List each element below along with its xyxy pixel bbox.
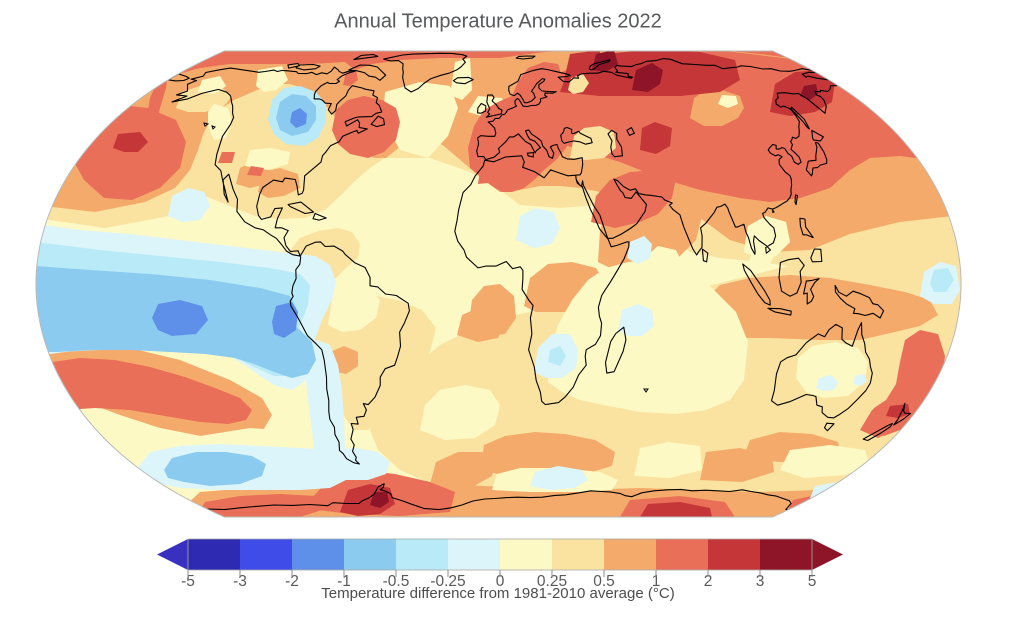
svg-text:-0.5: -0.5 — [383, 573, 410, 590]
svg-text:1: 1 — [652, 573, 661, 590]
svg-text:3: 3 — [756, 573, 765, 590]
svg-text:0.5: 0.5 — [593, 573, 615, 590]
svg-text:-3: -3 — [233, 573, 247, 590]
svg-text:0: 0 — [496, 573, 505, 590]
svg-text:-0.25: -0.25 — [430, 573, 465, 590]
svg-text:-5: -5 — [181, 573, 195, 590]
svg-text:-1: -1 — [337, 573, 351, 590]
svg-text:5: 5 — [808, 573, 817, 590]
svg-text:Annual Temperature Anomalies 2: Annual Temperature Anomalies 2022 — [334, 11, 662, 33]
svg-text:0.25: 0.25 — [537, 573, 567, 590]
svg-text:Temperature difference from 19: Temperature difference from 1981-2010 av… — [321, 585, 674, 602]
svg-text:-2: -2 — [285, 573, 299, 590]
svg-text:2: 2 — [704, 573, 713, 590]
